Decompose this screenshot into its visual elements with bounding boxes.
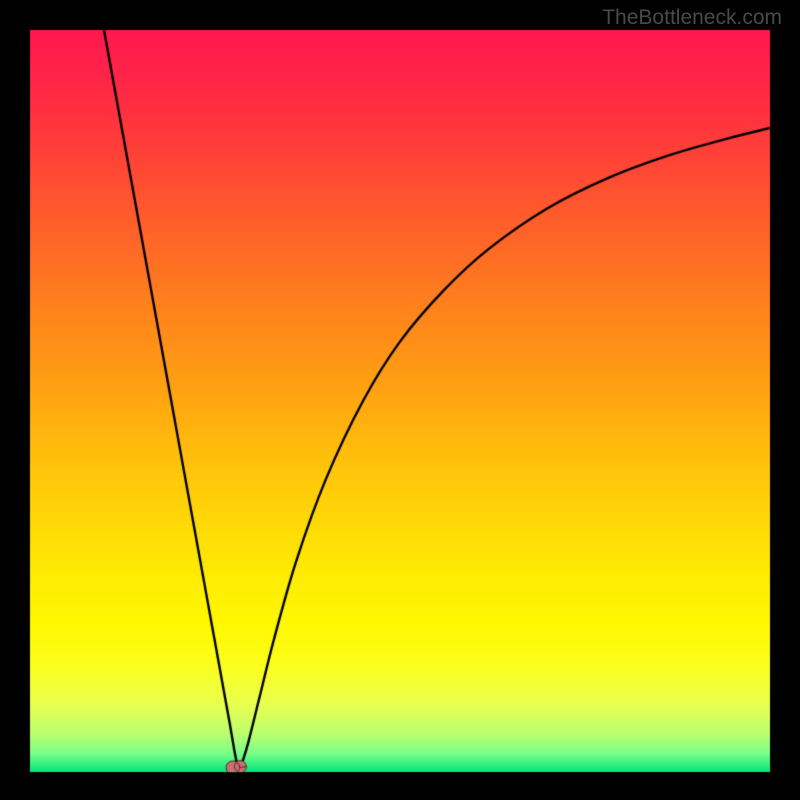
bottleneck-chart: TheBottleneck.com <box>0 0 800 800</box>
bottleneck-curve-layer <box>0 0 800 800</box>
